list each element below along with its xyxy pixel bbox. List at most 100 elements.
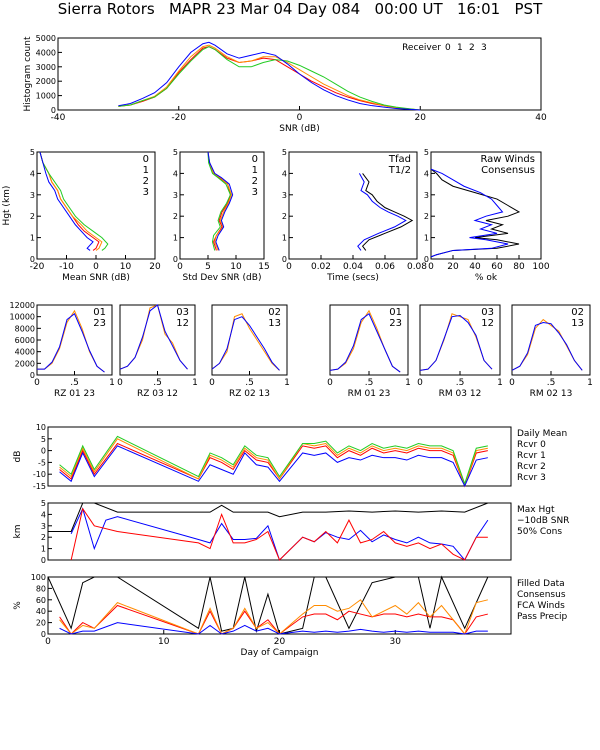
y-tick-label: 0 <box>173 255 178 264</box>
x-axis-label: RZ 02 13 <box>229 389 270 399</box>
y-tick-label: 60 <box>36 596 46 605</box>
legend-entry: 13 <box>268 318 281 329</box>
legend-entry: 3 <box>481 43 487 53</box>
series-line-13 <box>211 316 280 371</box>
series-line-2 <box>207 151 231 251</box>
x-axis-label: Day of Campaign <box>241 648 319 658</box>
x-axis-label: Mean SNR (dB) <box>62 273 130 283</box>
legend-entry: 12 <box>481 318 494 329</box>
legend-entry: 3 <box>143 187 149 198</box>
y-tick-label: 1 <box>30 234 35 243</box>
series-line-23 <box>329 312 401 373</box>
legend-entry: 2 <box>143 176 149 187</box>
x-axis-label: RM 01 23 <box>348 389 391 399</box>
series-line-2 <box>39 151 109 251</box>
series-line-2 <box>118 46 421 111</box>
y-tick-label: 1 <box>424 234 429 243</box>
y-tick-label: 4 <box>41 510 46 519</box>
y-tick-label: 6000 <box>15 336 35 345</box>
x-tick-label: 0 <box>286 262 292 272</box>
y-tick-label: 0 <box>30 371 35 380</box>
x-tick-label: 5 <box>205 262 211 272</box>
x-tick-label: .5 <box>456 378 465 388</box>
legend-entry: Raw Winds <box>480 154 535 165</box>
plot-frame <box>47 426 512 487</box>
y-tick-label: 3000 <box>36 63 56 72</box>
x-tick-label: 10 <box>230 262 242 272</box>
legend-entry: 1 <box>457 43 463 53</box>
x-tick-label: 0 <box>45 637 51 647</box>
y-axis-label: Histogram count <box>23 36 33 111</box>
y-tick-label: 0 <box>51 106 56 115</box>
y-tick-label: 10000 <box>10 313 35 322</box>
series-line-Rcvr-0 <box>59 442 488 488</box>
x-axis-label: Std Dev SNR (dB) <box>183 273 262 283</box>
y-axis-label: dB <box>13 451 23 463</box>
x-tick-label: .5 <box>70 378 79 388</box>
y-tick-label: 12000 <box>10 301 35 310</box>
page-title: Sierra Rotors MAPR 23 Mar 04 Day 084 00:… <box>57 0 543 18</box>
y-tick-label: 2000 <box>15 359 35 368</box>
x-tick-label: 100 <box>532 262 549 272</box>
legend-entry: 2 <box>252 176 258 187</box>
x-tick-label: 0 <box>34 378 40 388</box>
x-tick-label: .5 <box>153 378 162 388</box>
series-line-3 <box>207 151 234 251</box>
y-tick-label: 2000 <box>36 77 56 86</box>
x-tick-label: 0.08 <box>407 262 427 272</box>
y-tick-label: 4 <box>30 169 35 178</box>
plot-frame <box>430 151 542 260</box>
y-tick-label: 2 <box>173 212 178 221</box>
y-tick-label: 5 <box>41 435 46 444</box>
series-line-Pass-Precip <box>59 622 488 635</box>
legend-entry: 50% Cons <box>517 527 562 537</box>
x-tick-label: 20 <box>274 637 286 647</box>
x-axis-label: RZ 03 12 <box>137 389 178 399</box>
y-tick-label: 1 <box>173 234 178 243</box>
y-tick-label: 8000 <box>15 324 35 333</box>
x-tick-label: -20 <box>30 262 45 272</box>
y-tick-label: 0 <box>424 255 429 264</box>
y-tick-label: 3 <box>424 191 429 200</box>
y-tick-label: 5 <box>282 148 287 157</box>
y-tick-label: 4000 <box>36 48 56 57</box>
series-line-Rcvr-3 <box>59 445 488 488</box>
x-axis-label: Time (secs) <box>326 273 379 283</box>
y-tick-label: 0 <box>30 255 35 264</box>
y-tick-label: 2 <box>424 212 429 221</box>
legend-entry: 13 <box>571 318 584 329</box>
legend-entry: 03 <box>481 307 494 318</box>
series-line-Rcvr-1 <box>59 438 488 488</box>
legend-entry: Consensus <box>517 590 566 600</box>
plot-frame <box>179 151 265 260</box>
y-tick-label: 2 <box>41 533 46 542</box>
x-axis-label: RM 03 12 <box>439 389 482 399</box>
series-line-3 <box>118 41 421 111</box>
y-tick-label: 0 <box>41 447 46 456</box>
x-tick-label: .5 <box>547 378 556 388</box>
legend-entry: 2 <box>469 43 475 53</box>
legend-entry: Rcvr 0 <box>517 440 546 450</box>
y-tick-label: 2 <box>282 212 287 221</box>
y-tick-label: 1 <box>41 545 46 554</box>
series-line-Max-Hgt <box>48 502 489 532</box>
series-line-0 <box>118 46 421 111</box>
x-tick-label: 0.04 <box>343 262 363 272</box>
x-axis-label: SNR (dB) <box>279 124 319 134</box>
series-line-FCA-Winds <box>59 599 488 635</box>
legend-entry: 1 <box>143 165 149 176</box>
x-tick-label: 10 <box>120 262 132 272</box>
x-tick-label: 40 <box>469 262 481 272</box>
x-tick-label: 40 <box>535 113 547 123</box>
legend-entry: Tfad <box>388 154 411 165</box>
series-line-Filled-Data <box>47 575 489 635</box>
x-tick-label: 0 <box>509 378 515 388</box>
x-tick-label: 20 <box>149 262 161 272</box>
y-tick-label: 100 <box>31 573 46 582</box>
